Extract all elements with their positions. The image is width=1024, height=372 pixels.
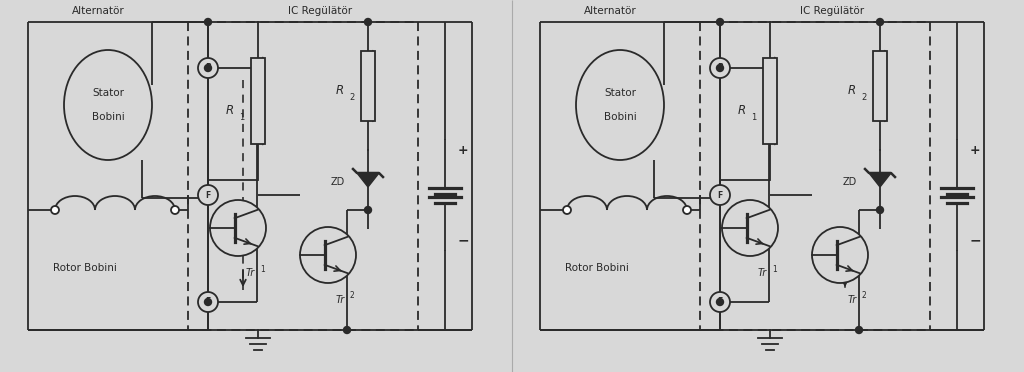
Text: B: B bbox=[205, 64, 211, 73]
Text: R: R bbox=[226, 103, 234, 116]
Text: Stator: Stator bbox=[92, 88, 124, 98]
Circle shape bbox=[210, 200, 266, 256]
Text: 1: 1 bbox=[752, 113, 757, 122]
Circle shape bbox=[365, 19, 372, 26]
Polygon shape bbox=[869, 173, 891, 187]
Text: 2: 2 bbox=[862, 292, 866, 301]
Circle shape bbox=[683, 206, 691, 214]
Circle shape bbox=[710, 292, 730, 312]
Circle shape bbox=[722, 200, 778, 256]
Circle shape bbox=[717, 19, 724, 26]
Circle shape bbox=[198, 58, 218, 78]
Circle shape bbox=[343, 327, 350, 334]
Text: 2: 2 bbox=[349, 93, 354, 103]
Circle shape bbox=[198, 185, 218, 205]
Bar bbox=[763, 58, 777, 144]
Circle shape bbox=[563, 206, 571, 214]
Circle shape bbox=[877, 206, 884, 214]
Circle shape bbox=[812, 227, 868, 283]
Circle shape bbox=[710, 58, 730, 78]
Text: IC Regülätör: IC Regülätör bbox=[288, 6, 352, 16]
Circle shape bbox=[365, 206, 372, 214]
Text: R: R bbox=[848, 83, 856, 96]
Text: +: + bbox=[970, 144, 980, 157]
Polygon shape bbox=[357, 173, 379, 187]
Text: Alternatör: Alternatör bbox=[72, 6, 124, 16]
Text: 1: 1 bbox=[260, 264, 265, 273]
Text: Stator: Stator bbox=[604, 88, 636, 98]
Circle shape bbox=[205, 64, 212, 71]
Circle shape bbox=[717, 298, 724, 305]
Text: B: B bbox=[717, 64, 723, 73]
Text: E: E bbox=[718, 298, 723, 307]
Circle shape bbox=[717, 64, 724, 71]
Text: R: R bbox=[336, 83, 344, 96]
Bar bbox=[251, 58, 265, 144]
Text: IC Regülätör: IC Regülätör bbox=[800, 6, 864, 16]
Text: Rotor Bobini: Rotor Bobini bbox=[565, 263, 629, 273]
Circle shape bbox=[171, 206, 179, 214]
Text: Alternatör: Alternatör bbox=[584, 6, 636, 16]
Text: Tr: Tr bbox=[848, 295, 857, 305]
Text: ZD: ZD bbox=[331, 177, 345, 187]
Ellipse shape bbox=[63, 50, 152, 160]
Text: Tr: Tr bbox=[246, 268, 255, 278]
Circle shape bbox=[205, 19, 212, 26]
Text: −: − bbox=[457, 233, 469, 247]
Circle shape bbox=[710, 185, 730, 205]
Text: Tr: Tr bbox=[758, 268, 767, 278]
Text: F: F bbox=[718, 190, 723, 199]
Circle shape bbox=[300, 227, 356, 283]
Circle shape bbox=[51, 206, 59, 214]
Text: −: − bbox=[969, 233, 981, 247]
Circle shape bbox=[855, 327, 862, 334]
Text: Rotor Bobini: Rotor Bobini bbox=[53, 263, 117, 273]
Text: +: + bbox=[458, 144, 468, 157]
Circle shape bbox=[205, 298, 212, 305]
Text: 2: 2 bbox=[350, 292, 354, 301]
Text: E: E bbox=[206, 298, 211, 307]
Bar bbox=[361, 51, 375, 121]
Text: Bobini: Bobini bbox=[603, 112, 636, 122]
Circle shape bbox=[877, 19, 884, 26]
Text: R: R bbox=[738, 103, 746, 116]
Text: 2: 2 bbox=[861, 93, 866, 103]
Text: F: F bbox=[206, 190, 211, 199]
Text: Bobini: Bobini bbox=[91, 112, 124, 122]
Bar bbox=[873, 51, 887, 121]
Text: 1: 1 bbox=[240, 113, 245, 122]
Text: 1: 1 bbox=[772, 264, 777, 273]
Text: Tr: Tr bbox=[336, 295, 345, 305]
Circle shape bbox=[198, 292, 218, 312]
Text: ZD: ZD bbox=[843, 177, 857, 187]
Ellipse shape bbox=[575, 50, 664, 160]
